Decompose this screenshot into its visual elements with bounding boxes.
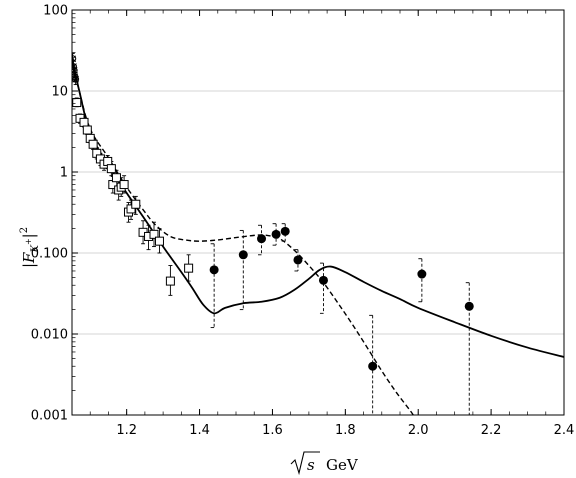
- y-tick-label: 1: [60, 166, 68, 181]
- filled-circle-point: [257, 234, 267, 244]
- x-tick-label: 2.2: [481, 423, 502, 438]
- dashed-model-curve: [72, 58, 415, 415]
- open-square-point: [111, 173, 121, 183]
- cross-mark: [72, 75, 79, 83]
- sqrt-symbol-icon: [290, 451, 320, 476]
- open-circle-point: [72, 75, 80, 83]
- filled-circle-point: [293, 255, 303, 265]
- open-square-point: [79, 117, 89, 127]
- x-tick-label: 1.8: [335, 423, 356, 438]
- filled-circle-point: [368, 361, 378, 371]
- filled-circle-point: [318, 275, 328, 285]
- filled-circle-point: [209, 265, 219, 275]
- open-square-point: [82, 125, 92, 135]
- solid-model-curve: [72, 58, 564, 358]
- x-tick-label: 2.4: [554, 423, 575, 438]
- x-axis-label: s GeV: [290, 451, 359, 476]
- y-tick-label: 0.001: [31, 409, 68, 424]
- y-axis-label-text: |FK+|2: [19, 227, 41, 268]
- y-tick-label: 0.100: [31, 247, 68, 262]
- open-square-point: [154, 236, 164, 246]
- error-bars: [72, 53, 470, 415]
- grid: [72, 90, 564, 335]
- open-square-point: [88, 139, 98, 149]
- open-square-point: [131, 199, 141, 209]
- filled-circle-point: [271, 229, 281, 239]
- open-circle-point: [72, 55, 77, 63]
- open-square-point: [184, 263, 194, 273]
- x-tick-labels: 1.2 1.4 1.6 1.8 2.0 2.2 2.4: [116, 423, 574, 438]
- x-tick-label: 2.0: [408, 423, 429, 438]
- open-square-point: [106, 164, 116, 174]
- y-tick-label: 10: [51, 85, 68, 100]
- filled-circle-point: [280, 226, 290, 236]
- plot-frame: [71, 9, 565, 416]
- x-axis-variable: s: [307, 456, 315, 474]
- open-square-point: [72, 98, 82, 108]
- x-tick-label: 1.4: [189, 423, 210, 438]
- axis-ticks: [71, 9, 565, 416]
- y-tick-label: 0.010: [31, 328, 68, 343]
- y-tick-label: 100: [43, 4, 68, 19]
- cross-mark: [72, 55, 77, 61]
- filled-circle-point: [238, 250, 248, 260]
- y-axis-label: |FK+|2: [19, 227, 41, 268]
- filled-circle-point: [464, 301, 474, 311]
- x-tick-label: 1.2: [116, 423, 137, 438]
- x-tick-label: 1.6: [262, 423, 283, 438]
- filled-circle-point: [417, 269, 427, 279]
- open-square-point: [126, 204, 136, 214]
- y-tick-labels: 0.001 0.010 0.100 1 10 100: [31, 4, 68, 424]
- open-square-point: [149, 229, 159, 239]
- data-points: [72, 55, 474, 371]
- x-axis-unit: GeV: [326, 456, 359, 474]
- open-square-point: [119, 180, 129, 190]
- open-square-point: [165, 276, 175, 286]
